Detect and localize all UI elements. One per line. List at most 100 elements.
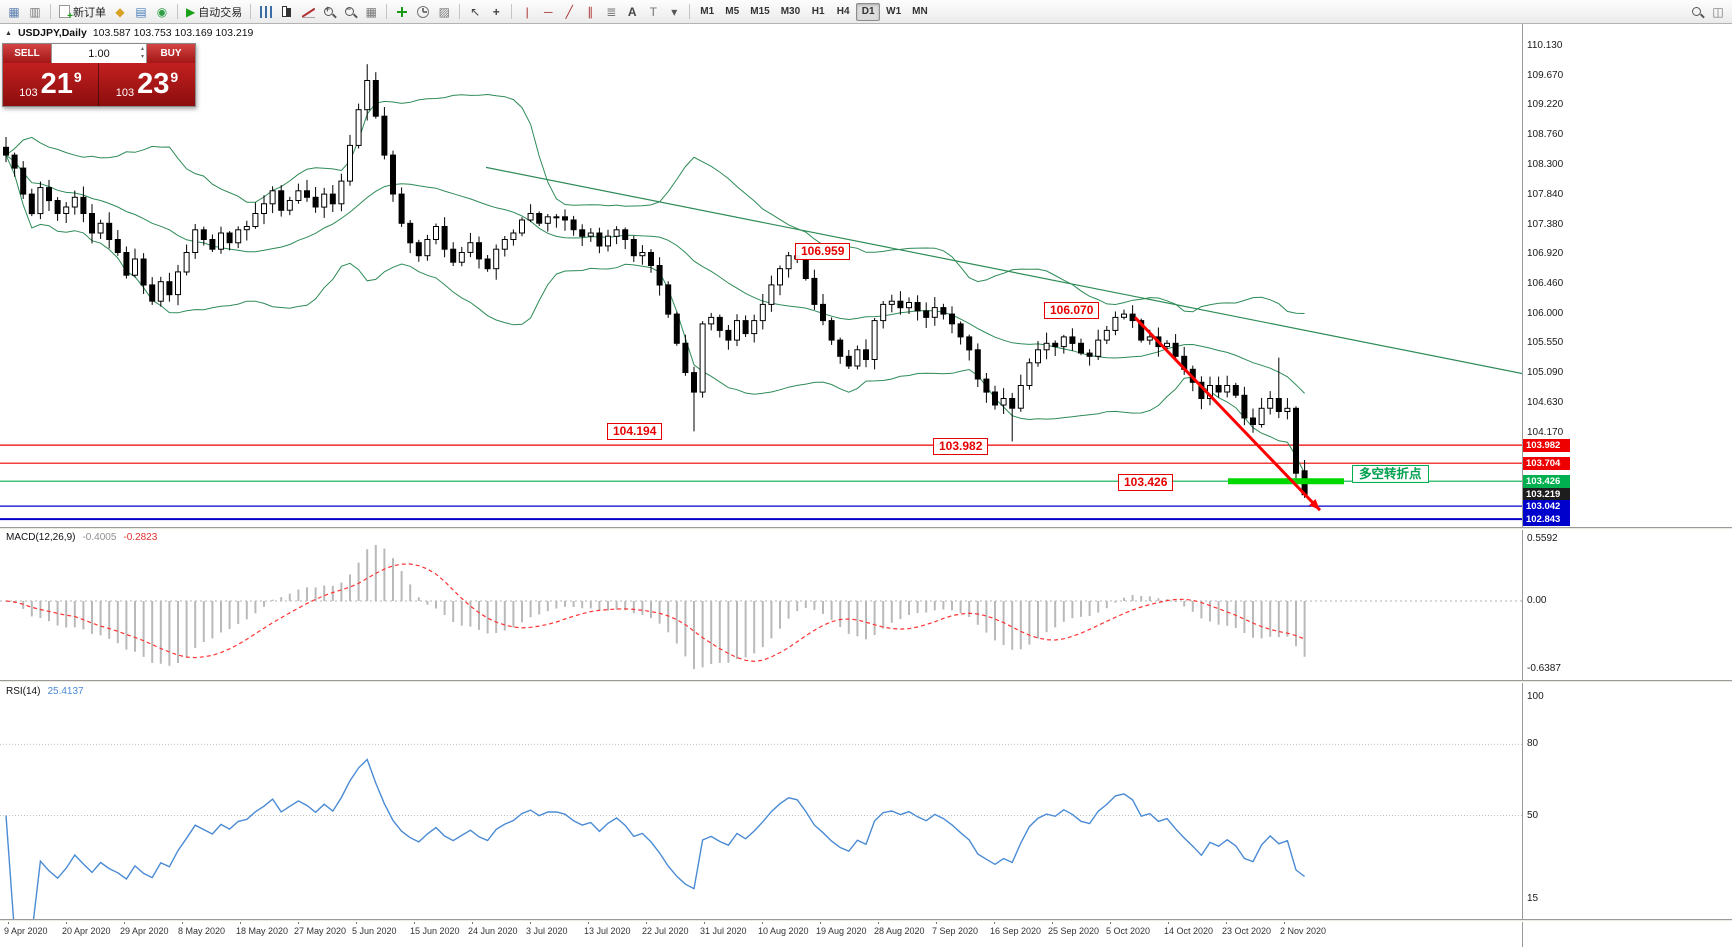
timeframe-d1[interactable]: D1 — [856, 2, 881, 21]
macd-panel-divider[interactable] — [0, 527, 1732, 530]
downtrend-arrow[interactable] — [1133, 316, 1322, 512]
volume-spinner[interactable]: ▴ ▾ — [140, 46, 144, 60]
one-click-trading-panel: SELL 1.00 ▴ ▾ BUY 103 21 9 103 23 9 — [2, 43, 196, 107]
sell-price[interactable]: 103 21 9 — [3, 63, 99, 106]
timeframe-m30[interactable]: M30 — [776, 3, 805, 21]
terminal-button[interactable]: ▤ — [131, 2, 151, 22]
cursor-button[interactable]: ↖ — [465, 2, 485, 22]
date-label: 29 Apr 2020 — [120, 926, 169, 936]
sell-price-prefix: 103 — [19, 87, 38, 99]
chart-title: ▲ USDJPY,Daily 103.587 103.753 103.169 1… — [5, 27, 253, 39]
arrows-dropdown-icon: ▾ — [671, 4, 678, 19]
zoom-out-icon: − — [344, 4, 354, 16]
grid-button[interactable]: ▦ — [361, 2, 381, 22]
indicators-button[interactable] — [392, 2, 412, 22]
macd-signal-value: -0.2823 — [123, 532, 158, 543]
date-label: 16 Sep 2020 — [990, 926, 1042, 936]
date-label: 8 May 2020 — [178, 926, 226, 936]
buy-price-prefix: 103 — [115, 87, 135, 99]
horizontal-line-button[interactable]: ─ — [538, 2, 558, 22]
metaeditor-button[interactable]: ◆ — [110, 2, 130, 22]
toolbar-separator — [689, 4, 691, 19]
horizontal-line-icon: ─ — [543, 4, 553, 19]
autotrading-button[interactable]: ▶ 自动交易 — [183, 2, 245, 22]
crosshair-button[interactable]: + — [486, 2, 506, 22]
vertical-line-button[interactable]: | — [517, 2, 537, 22]
one-click-collapse-icon[interactable]: ▲ — [5, 29, 12, 37]
new-chart-icon: ▦ — [8, 4, 20, 19]
zoom-in-button[interactable]: + — [319, 2, 339, 22]
sell-button[interactable]: SELL — [3, 44, 51, 63]
zoom-in-icon: + — [323, 4, 333, 16]
strategy-tester-button[interactable]: ◉ — [152, 2, 172, 22]
text-label-button[interactable]: T — [643, 2, 663, 22]
date-label: 15 Jun 2020 — [410, 926, 460, 936]
clock-icon — [417, 5, 430, 18]
date-label: 18 May 2020 — [236, 926, 289, 936]
timeframe-m15[interactable]: M15 — [745, 3, 774, 21]
price-label-annotation[interactable]: 106.070 — [1044, 302, 1100, 319]
timeframe-m5[interactable]: M5 — [720, 3, 744, 21]
terminal-icon: ▤ — [135, 4, 147, 19]
bollinger-lower-band — [5, 154, 1306, 474]
timeframe-m1[interactable]: M1 — [695, 3, 719, 21]
profiles-button[interactable]: ▥ — [25, 2, 45, 22]
date-tick — [182, 920, 183, 924]
price-label-annotation[interactable]: 103.426 — [1118, 474, 1174, 491]
new-order-icon — [59, 5, 73, 22]
text-button[interactable]: A — [622, 2, 642, 22]
date-tick — [1052, 920, 1053, 924]
channel-icon: ∥ — [587, 4, 594, 19]
axis-label: 105.550 — [1527, 337, 1564, 349]
date-tick — [936, 920, 937, 924]
panels-button[interactable]: ◫ — [1708, 2, 1728, 22]
date-axis-divider — [0, 919, 1732, 922]
axis-label: 15 — [1527, 892, 1539, 904]
date-label: 31 Jul 2020 — [700, 926, 747, 936]
templates-button[interactable]: ▨ — [434, 2, 454, 22]
buy-button[interactable]: BUY — [147, 44, 195, 63]
bollinger-upper-band — [5, 93, 1305, 314]
axis-label: 50 — [1527, 809, 1539, 821]
date-tick — [530, 920, 531, 924]
new-order-button[interactable]: 新订单 — [56, 2, 109, 22]
sell-price-sup: 9 — [73, 69, 82, 85]
toolbar-separator — [177, 4, 178, 19]
search-icon — [1691, 6, 1701, 16]
date-label: 28 Aug 2020 — [874, 926, 925, 936]
date-tick — [1284, 920, 1285, 924]
date-tick — [356, 920, 357, 924]
line-chart-button[interactable] — [298, 2, 318, 22]
candlestick-chart-button[interactable] — [277, 2, 297, 22]
date-tick — [588, 920, 589, 924]
axis-label: 80 — [1527, 738, 1539, 750]
periods-button[interactable] — [413, 2, 433, 22]
buy-price[interactable]: 103 23 9 — [99, 63, 195, 106]
price-label-annotation[interactable]: 104.194 — [607, 423, 663, 440]
zoom-out-button[interactable]: − — [340, 2, 360, 22]
turning-point-annotation[interactable]: 多空转折点 — [1352, 465, 1429, 483]
macd-signal-line — [5, 563, 1305, 663]
cursor-icon: ↖ — [470, 4, 481, 19]
search-button[interactable] — [1687, 2, 1707, 22]
new-chart-button[interactable]: ▦ — [4, 2, 24, 22]
timeframe-group: M1 M5 M15 M30 H1 H4 D1 W1 MN — [695, 2, 933, 21]
bar-chart-button[interactable] — [256, 2, 276, 22]
toolbar-separator — [459, 4, 461, 19]
fibonacci-button[interactable]: ≣ — [601, 2, 621, 22]
descending-trendline[interactable] — [485, 166, 1524, 375]
timeframe-h1[interactable]: H1 — [806, 3, 830, 21]
timeframe-mn[interactable]: MN — [907, 3, 933, 21]
timeframe-w1[interactable]: W1 — [881, 3, 906, 21]
price-label-annotation[interactable]: 103.982 — [933, 438, 989, 455]
trendline-button[interactable]: ╱ — [559, 2, 579, 22]
timeframe-h4[interactable]: H4 — [831, 3, 855, 21]
price-badge: 103.426 — [1523, 474, 1570, 488]
volume-field[interactable]: 1.00 ▴ ▾ — [51, 44, 147, 63]
price-label-annotation[interactable]: 106.959 — [795, 243, 851, 260]
channel-button[interactable]: ∥ — [580, 2, 600, 22]
date-label: 24 Jun 2020 — [468, 926, 518, 936]
date-label: 9 Apr 2020 — [4, 926, 48, 936]
rsi-panel-divider[interactable] — [0, 680, 1732, 683]
arrows-button[interactable]: ▾ — [664, 2, 684, 22]
